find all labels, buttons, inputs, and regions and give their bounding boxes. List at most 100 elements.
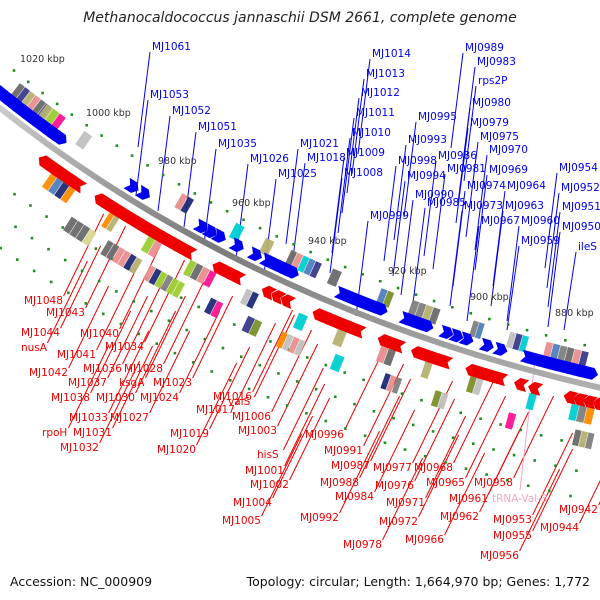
gene-label-reverse[interactable]: MJ1016	[213, 391, 252, 403]
gene-label-reverse[interactable]: MJ0971	[386, 497, 425, 509]
gene-label-reverse[interactable]: MJ0978	[343, 539, 382, 551]
gene-label-forward[interactable]: MJ0990	[415, 189, 454, 201]
gene-label-reverse[interactable]: MJ1027	[110, 412, 149, 424]
gene-label-reverse[interactable]: MJ0976	[375, 480, 414, 492]
forward-gene-arrow[interactable]	[201, 223, 220, 240]
forward-gene-arrow[interactable]	[492, 341, 509, 357]
reverse-gene-arrow[interactable]	[69, 176, 88, 194]
gene-label-reverse[interactable]: MJ0968	[414, 462, 453, 474]
gene-label-forward[interactable]: MJ0964	[507, 180, 546, 192]
reverse-gene-arrow[interactable]	[259, 284, 278, 301]
reverse-gene-arrow[interactable]	[269, 288, 287, 305]
gene-label-forward[interactable]: MJ0960	[521, 215, 560, 227]
gene-label-reverse[interactable]: MJ0977	[373, 462, 412, 474]
reverse-gene-arrow[interactable]	[349, 322, 367, 339]
gene-label-reverse[interactable]: MJ1006	[232, 411, 271, 423]
gene-label-forward[interactable]: MJ0974	[467, 180, 506, 192]
reverse-gene-arrow[interactable]	[179, 243, 198, 261]
reverse-gene-arrow[interactable]	[389, 337, 407, 354]
forward-gene-arrow[interactable]	[418, 318, 435, 334]
gene-label-reverse[interactable]: MJ0961	[449, 493, 488, 505]
gene-label-forward[interactable]: MJ1009	[346, 147, 385, 159]
gene-label-forward[interactable]: MJ0994	[407, 170, 446, 182]
gene-label-forward[interactable]: MJ1013	[366, 68, 405, 80]
gene-label-reverse[interactable]: MJ0958	[474, 477, 513, 489]
forward-gene-arrow[interactable]	[210, 228, 229, 245]
gene-label-forward[interactable]: MJ0954	[559, 162, 598, 174]
gene-label-reverse[interactable]: MJ0996	[305, 429, 344, 441]
gene-label-reverse[interactable]: MJ1040	[80, 328, 119, 340]
gene-label-forward[interactable]: rps2P	[478, 75, 507, 87]
gene-label-reverse[interactable]: MJ0962	[440, 511, 479, 523]
gene-label-reverse[interactable]: MJ1042	[29, 367, 68, 379]
gene-label-forward[interactable]: MJ1011	[356, 107, 395, 119]
reverse-gene-arrow[interactable]	[436, 354, 454, 370]
forward-gene-arrow[interactable]	[283, 263, 302, 281]
forward-gene-arrow[interactable]	[583, 365, 599, 381]
gene-label-forward[interactable]: ileS	[578, 241, 597, 253]
gene-label-reverse[interactable]: MJ0972	[379, 516, 418, 528]
gene-label-reverse[interactable]: MJ1030	[96, 392, 135, 404]
gene-label-forward[interactable]: MJ1051	[198, 121, 237, 133]
gene-label-reverse[interactable]: MJ1033	[69, 412, 108, 424]
reverse-gene-arrow[interactable]	[581, 394, 598, 410]
forward-gene-arrow[interactable]	[438, 324, 455, 341]
gene-label-reverse[interactable]: MJ1044	[21, 327, 60, 339]
gene-label-reverse[interactable]: MJ1001	[245, 465, 284, 477]
reverse-gene-arrow[interactable]	[491, 371, 509, 387]
gene-label-forward[interactable]: MJ1008	[344, 167, 383, 179]
gene-label-reverse[interactable]: MJ0992	[300, 512, 339, 524]
gene-label-reverse[interactable]: nusA	[21, 342, 48, 354]
gene-label-forward[interactable]: MJ0959	[521, 235, 560, 247]
gene-label-reverse[interactable]: MJ0944	[540, 522, 579, 534]
trna-label[interactable]: tRNA-Val-3	[492, 493, 548, 505]
gene-label-forward[interactable]: MJ1026	[250, 153, 289, 165]
forward-gene-arrow[interactable]	[228, 237, 247, 254]
gene-label-reverse[interactable]: MJ1028	[124, 363, 163, 375]
gene-label-reverse[interactable]: MJ1023	[153, 377, 192, 389]
reverse-gene-arrow[interactable]	[278, 292, 296, 310]
gene-label-reverse[interactable]: MJ1036	[83, 363, 122, 375]
gene-label-reverse[interactable]: MJ0984	[335, 491, 374, 503]
gene-label-reverse[interactable]: MJ1032	[60, 442, 99, 454]
gene-label-forward[interactable]: MJ0986	[438, 150, 477, 162]
gene-label-reverse[interactable]: MJ1024	[140, 392, 179, 404]
gene-label-forward[interactable]: MJ0969	[489, 164, 528, 176]
gene-label-forward[interactable]: MJ1025	[278, 168, 317, 180]
forward-gene-arrow[interactable]	[478, 337, 496, 354]
gene-label-forward[interactable]: MJ1053	[150, 89, 189, 101]
gene-label-reverse[interactable]: MJ0988	[320, 477, 359, 489]
gene-label-forward[interactable]: MJ0998	[398, 155, 437, 167]
gene-label-forward[interactable]: MJ1061	[152, 41, 191, 53]
forward-gene-arrow[interactable]	[192, 218, 211, 235]
gene-label-forward[interactable]: MJ1012	[361, 87, 400, 99]
gene-label-forward[interactable]: MJ0951	[562, 201, 600, 213]
reverse-gene-arrow[interactable]	[527, 381, 544, 396]
gene-label-forward[interactable]: MJ0950	[562, 221, 600, 233]
gene-label-reverse[interactable]: MJ1002	[250, 479, 289, 491]
gene-label-forward[interactable]: MJ0975	[480, 131, 519, 143]
gene-label-forward[interactable]: MJ0981	[447, 163, 486, 175]
reverse-gene-arrow[interactable]	[562, 390, 579, 405]
gene-label-reverse[interactable]: MJ1020	[157, 444, 196, 456]
gene-label-reverse[interactable]: MJ0956	[480, 550, 519, 562]
gene-label-forward[interactable]: MJ0967	[481, 215, 520, 227]
gene-label-reverse[interactable]: MJ0953	[493, 514, 532, 526]
reverse-gene-arrow[interactable]	[512, 377, 530, 392]
forward-gene-arrow[interactable]	[246, 246, 265, 263]
gene-label-reverse[interactable]: MJ0955	[493, 530, 532, 542]
forward-gene-arrow[interactable]	[372, 301, 389, 317]
gene-label-forward[interactable]: MJ0999	[370, 210, 409, 222]
gene-label-reverse[interactable]: MJ1038	[51, 392, 90, 404]
gene-label-forward[interactable]: MJ0963	[505, 200, 544, 212]
gene-label-reverse[interactable]: MJ0965	[426, 477, 465, 489]
gene-label-reverse[interactable]: MJ1031	[73, 427, 112, 439]
gene-label-forward[interactable]: MJ1018	[307, 152, 346, 164]
gene-label-reverse[interactable]: MJ1048	[24, 295, 63, 307]
reverse-gene-arrow[interactable]	[572, 392, 589, 407]
reverse-gene-arrow[interactable]	[228, 269, 247, 286]
gene-label-reverse[interactable]: hisS	[257, 449, 279, 461]
gene-label-reverse[interactable]: MJ0942	[559, 504, 598, 516]
gene-label-reverse[interactable]: MJ1043	[46, 307, 85, 319]
forward-gene-arrow[interactable]	[123, 177, 141, 196]
